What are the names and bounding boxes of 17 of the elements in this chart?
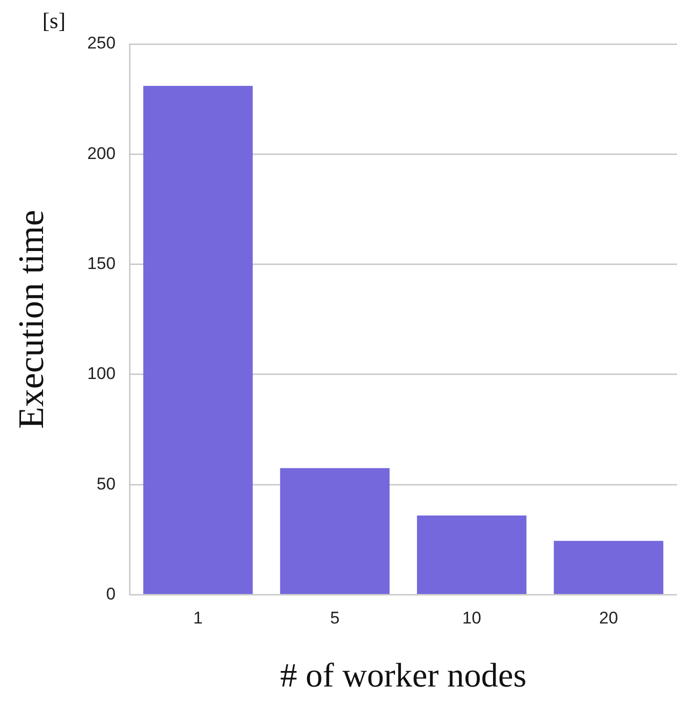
bar [280,468,390,594]
x-tick-label: 20 [599,608,618,628]
y-axis-title: Execution time [11,210,52,429]
x-tick-label: 5 [330,608,340,628]
x-axis-title: # of worker nodes [280,658,526,695]
bar [143,86,253,594]
bar [416,515,526,594]
y-tick-label: 150 [87,254,116,274]
x-tick-label: 1 [193,608,203,628]
x-tick-label: 10 [462,608,482,628]
y-tick-label: 250 [87,34,116,53]
y-tick-label: 100 [87,364,116,384]
y-tick-label: 50 [96,474,116,494]
y-tick-label: 200 [87,144,116,163]
text: [s] [42,8,66,33]
y-tick-label: 0 [106,584,116,604]
bar [554,540,664,594]
